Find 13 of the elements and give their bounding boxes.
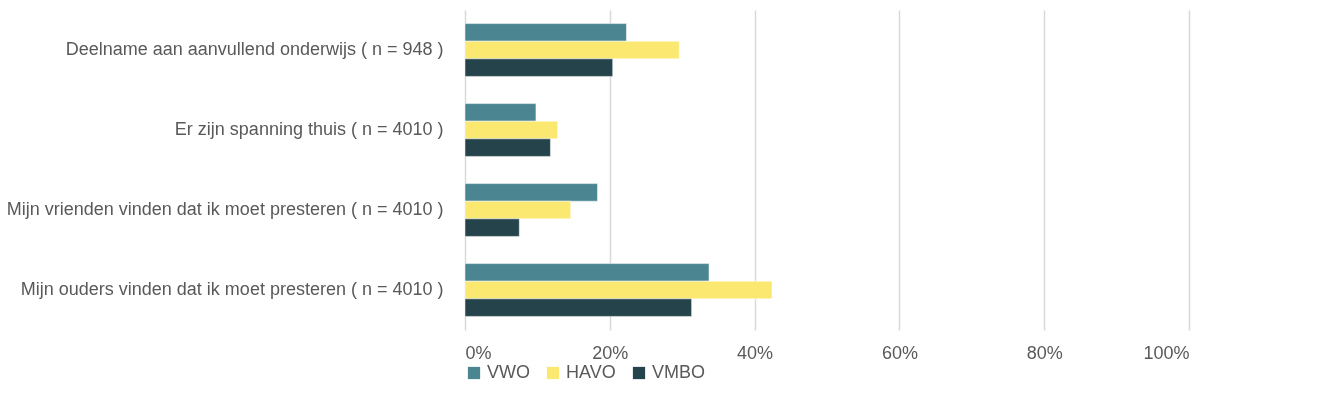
- x-tick-label: 20%: [592, 342, 629, 363]
- y-tick-label: Deelname aan aanvullend onderwijs ( n = 948 ): [65, 39, 444, 59]
- x-tick-label: 40%: [737, 342, 774, 363]
- x-tick-label: 100%: [1143, 342, 1190, 363]
- y-tick-label: Mijn ouders vinden dat ik moet presteren ( n = 4010 ): [20, 279, 444, 299]
- legend-label: VWO: [487, 362, 530, 382]
- y-tick-label: Er zijn spanning thuis ( n = 4010 ): [174, 119, 444, 139]
- x-tick-label: 80%: [1026, 342, 1063, 363]
- legend-label: VMBO: [652, 362, 706, 382]
- x-tick-label: 60%: [881, 342, 918, 363]
- legend-label: HAVO: [566, 362, 616, 382]
- x-tick-label: 0%: [465, 342, 492, 363]
- y-tick-label: Mijn vrienden vinden dat ik moet presteren ( n = 4010 ): [6, 199, 444, 219]
